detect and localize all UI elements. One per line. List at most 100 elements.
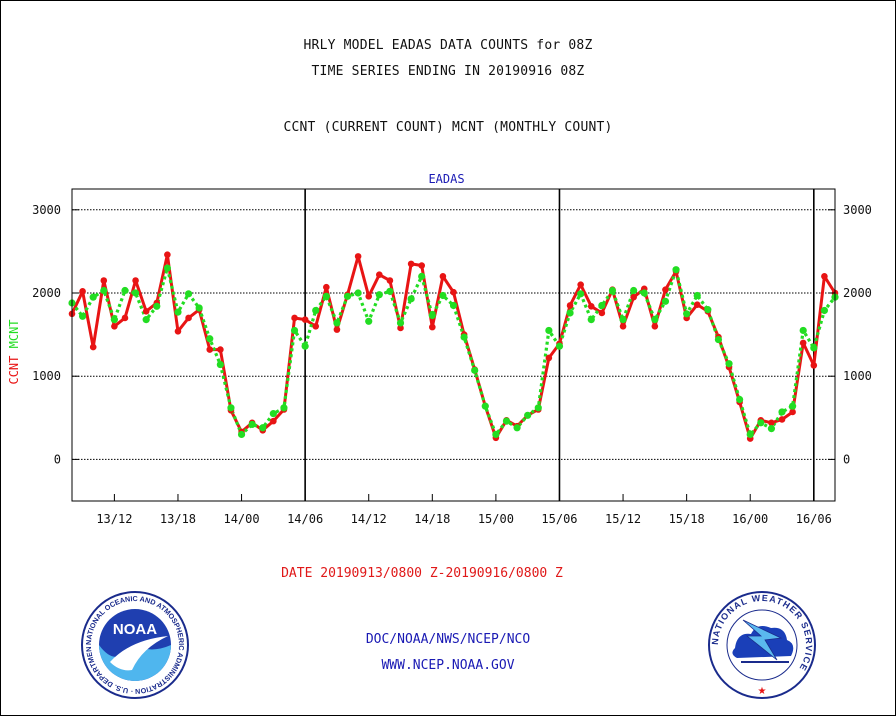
data-point-mcnt <box>333 319 341 327</box>
data-point-mcnt <box>195 304 203 312</box>
data-point-ccnt <box>206 346 214 353</box>
data-point-mcnt <box>630 286 638 295</box>
data-point-mcnt <box>269 410 277 418</box>
data-point-mcnt <box>322 292 330 300</box>
data-point-ccnt <box>799 339 807 347</box>
data-point-mcnt <box>778 408 786 416</box>
plot-label: EADAS <box>428 172 464 186</box>
data-point-ccnt <box>376 271 383 278</box>
org-credit: DOC/NOAA/NWS/NCEP/NCO <box>365 632 531 647</box>
data-point-mcnt <box>534 404 542 412</box>
data-point-mcnt <box>174 308 182 316</box>
data-point-ccnt <box>418 262 426 269</box>
data-point-ccnt <box>100 277 108 284</box>
data-point-ccnt <box>407 260 415 268</box>
x-tick-label: 16/00 <box>732 512 768 526</box>
data-point-ccnt <box>185 314 192 322</box>
data-point-mcnt <box>396 319 405 327</box>
data-point-mcnt <box>619 316 627 324</box>
data-point-mcnt <box>789 402 797 410</box>
y-axis-label-mcnt: MCNT <box>7 319 21 355</box>
y-tick-label-right: 0 <box>843 452 850 466</box>
data-point-mcnt <box>312 306 320 315</box>
svg-text:★: ★ <box>758 686 767 697</box>
y-tick-label-right: 1000 <box>843 369 872 383</box>
x-tick-label: 14/18 <box>414 512 450 526</box>
data-point-mcnt <box>237 430 246 439</box>
data-point-mcnt <box>683 310 691 318</box>
data-point-mcnt <box>121 286 129 295</box>
data-point-mcnt <box>502 417 511 425</box>
data-point-ccnt <box>439 273 447 280</box>
data-point-mcnt <box>386 287 394 295</box>
y-tick-label-right: 3000 <box>843 203 872 217</box>
data-point-mcnt <box>714 335 723 344</box>
data-point-mcnt <box>280 404 288 412</box>
data-point-ccnt <box>662 286 669 293</box>
data-point-ccnt <box>587 303 595 310</box>
data-point-ccnt <box>291 314 298 322</box>
data-point-ccnt <box>768 419 775 427</box>
data-point-mcnt <box>365 317 373 325</box>
data-point-mcnt <box>492 430 500 439</box>
data-point-mcnt <box>418 272 426 280</box>
data-point-mcnt <box>513 424 521 432</box>
chart-title-line2: TIME SERIES ENDING IN 20190916 08Z <box>311 64 585 79</box>
data-point-mcnt <box>343 292 352 300</box>
x-tick-label: 15/00 <box>478 512 514 526</box>
data-point-ccnt <box>142 308 150 315</box>
data-point-ccnt <box>164 251 171 259</box>
data-point-mcnt <box>725 360 733 368</box>
data-point-ccnt <box>630 293 637 301</box>
data-point-ccnt <box>821 273 828 280</box>
x-tick-label: 15/18 <box>669 512 705 526</box>
data-point-ccnt <box>778 416 786 423</box>
y-tick-label-left: 2000 <box>32 286 61 300</box>
noaa-logo: NATIONAL OCEANIC AND ATMOSPHERIC ADMINIS… <box>80 590 189 699</box>
x-tick-label: 14/06 <box>287 512 323 526</box>
data-point-ccnt <box>79 288 86 295</box>
data-point-ccnt <box>651 322 659 330</box>
data-point-mcnt <box>746 430 754 439</box>
data-point-ccnt <box>566 302 574 309</box>
data-point-mcnt <box>598 301 606 310</box>
data-point-mcnt <box>110 316 118 324</box>
data-point-mcnt <box>460 333 468 341</box>
data-point-ccnt <box>121 314 129 322</box>
data-point-mcnt <box>651 316 659 324</box>
data-point-mcnt <box>163 264 171 272</box>
data-point-ccnt <box>111 322 118 330</box>
data-point-mcnt <box>131 289 140 297</box>
x-tick-label: 14/12 <box>351 512 387 526</box>
data-point-ccnt <box>619 322 627 330</box>
data-point-mcnt <box>693 291 701 300</box>
data-point-mcnt <box>566 309 574 317</box>
data-point-ccnt <box>450 288 457 296</box>
data-point-mcnt <box>216 360 224 369</box>
data-point-mcnt <box>153 302 161 310</box>
x-tick-label: 15/12 <box>605 512 641 526</box>
data-point-mcnt <box>799 326 807 335</box>
data-point-mcnt <box>375 291 383 299</box>
data-point-ccnt <box>397 324 404 332</box>
data-point-mcnt <box>555 342 564 350</box>
data-point-mcnt <box>661 297 670 305</box>
y-axis-label: CCNT MCNT <box>7 319 21 384</box>
data-point-mcnt <box>545 326 553 335</box>
data-point-mcnt <box>407 295 415 303</box>
y-tick-label-left: 3000 <box>32 203 61 217</box>
data-point-mcnt <box>290 326 299 335</box>
y-tick-label-left: 0 <box>54 452 61 466</box>
data-point-mcnt <box>227 404 235 412</box>
data-point-mcnt <box>577 290 585 298</box>
data-point-ccnt <box>386 277 394 284</box>
data-point-mcnt <box>184 290 193 298</box>
data-point-ccnt <box>365 293 373 300</box>
data-point-mcnt <box>439 291 447 300</box>
data-point-mcnt <box>301 342 309 350</box>
data-point-ccnt <box>132 277 139 284</box>
data-point-mcnt <box>640 289 648 297</box>
data-point-ccnt <box>810 362 818 369</box>
plot-area-border <box>71 188 836 502</box>
